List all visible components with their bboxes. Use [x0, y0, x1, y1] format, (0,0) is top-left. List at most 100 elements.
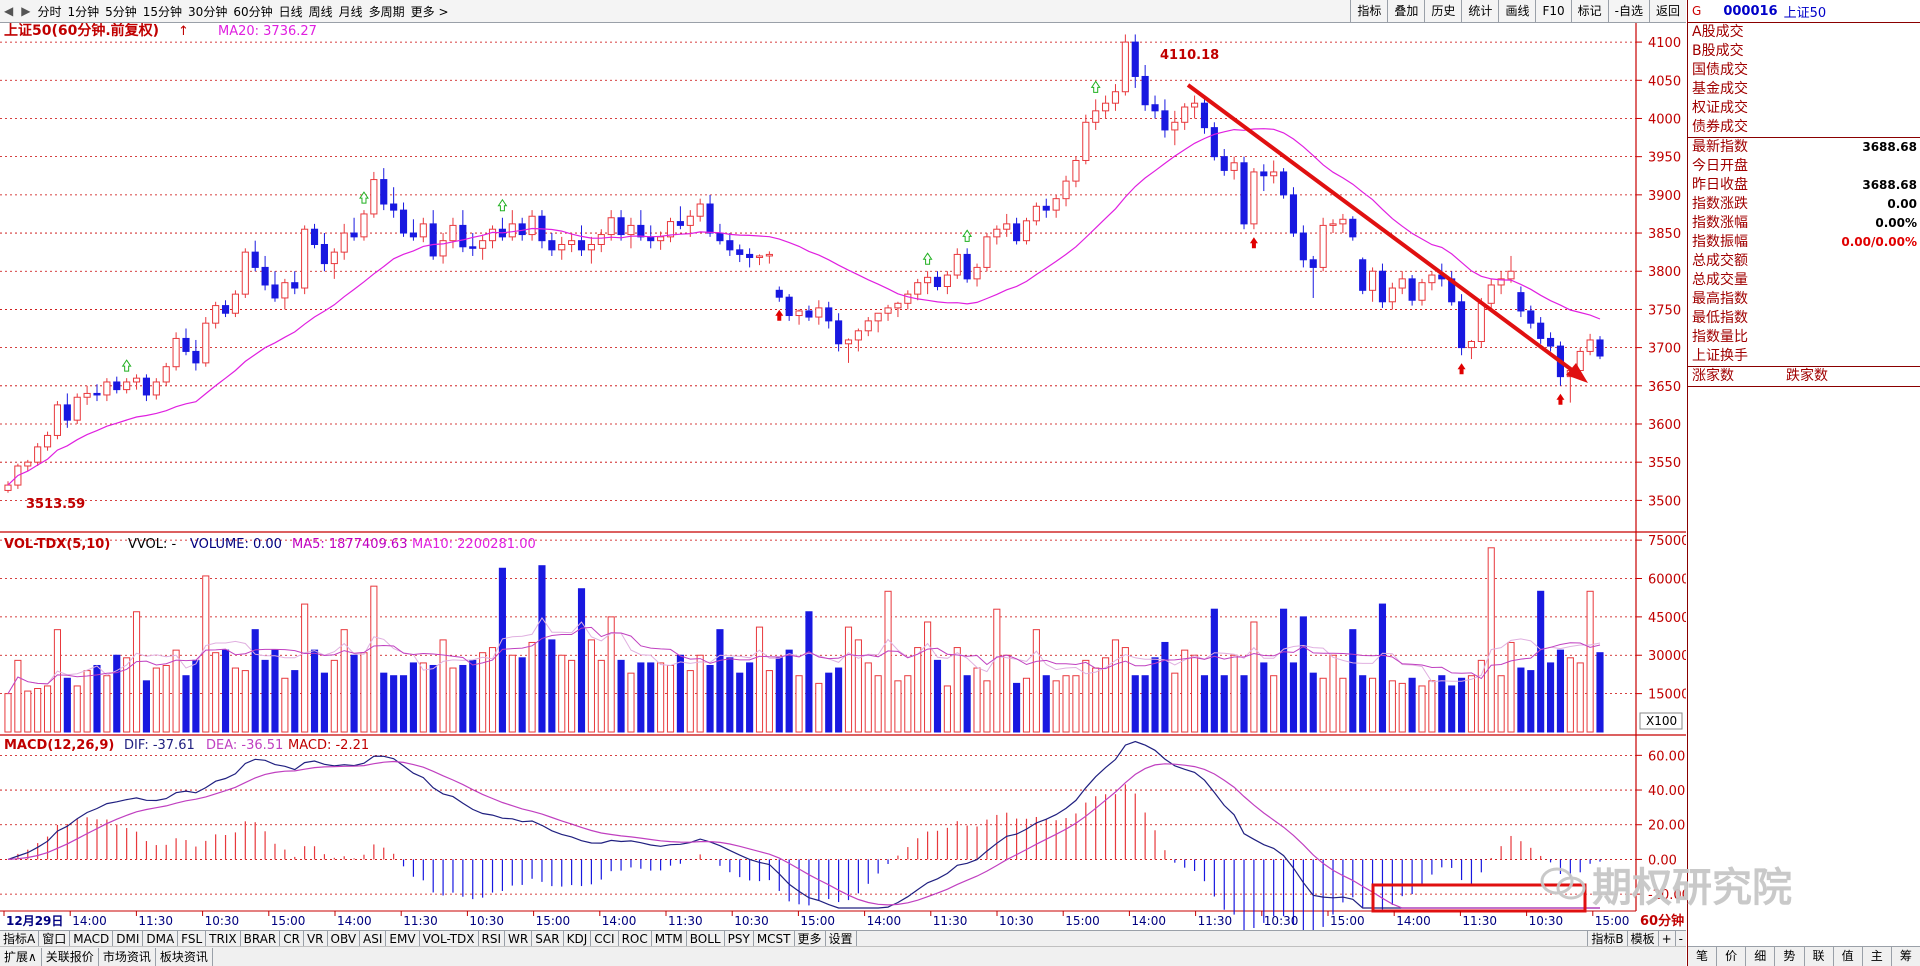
zoom-out-button[interactable]: - [1674, 931, 1686, 947]
volume-bar [706, 664, 714, 733]
panel-tab-5[interactable]: 值 [1834, 947, 1863, 966]
tab-timeframe-5[interactable]: 60分钟 [233, 4, 273, 19]
indicator-tab-3[interactable]: DMI [113, 931, 144, 947]
candle-body [657, 236, 665, 242]
panel-tab-3[interactable]: 势 [1775, 947, 1805, 966]
price-tick-label: 4000 [1648, 112, 1681, 127]
trade-type-item[interactable]: 国债成交 [1688, 61, 1920, 80]
volume-unit-box [1639, 712, 1683, 730]
tab-timeframe-9[interactable]: 多周期 [368, 4, 405, 19]
price-tick-label: 3800 [1648, 265, 1681, 280]
tool-button-8[interactable]: 返回 [1648, 0, 1686, 22]
indicator-tab-10[interactable]: OBV [328, 931, 361, 947]
indicator-tab-11[interactable]: ASI [360, 931, 387, 947]
indicator-tab-21[interactable]: BOLL [687, 931, 725, 947]
tab-timeframe-1[interactable]: 1分钟 [67, 4, 100, 19]
stat-row: 指数涨幅 0.00% [1688, 214, 1920, 233]
zoom-in-button[interactable]: + [1657, 931, 1675, 947]
stat-label: 最低指数 [1692, 310, 1748, 326]
indicator-tab-15[interactable]: WR [505, 931, 533, 947]
tab-timeframe-7[interactable]: 周线 [308, 4, 333, 19]
tool-button-0[interactable]: 指标 [1350, 0, 1387, 22]
indicator-b-button[interactable]: 指标B [1587, 931, 1626, 947]
panel-tab-4[interactable]: 联 [1805, 947, 1834, 966]
buy-signal-icon [121, 359, 132, 372]
panel-tab-1[interactable]: 价 [1717, 947, 1747, 966]
volume-bar [360, 652, 368, 733]
footer-tab-sector-news[interactable]: 板块资讯 [156, 947, 213, 966]
candle-body [182, 337, 190, 352]
trade-type-item[interactable]: 债券成交 [1688, 118, 1920, 137]
group-marker: G [1692, 4, 1702, 18]
volume-bar [399, 675, 408, 733]
candle-body [894, 302, 902, 309]
tool-button-6[interactable]: 标记 [1570, 0, 1608, 22]
indicator-tab-19[interactable]: ROC [619, 931, 652, 947]
indicator-tab-6[interactable]: TRIX [206, 931, 241, 947]
indicator-tab-12[interactable]: EMV [386, 931, 420, 947]
indicator-tab-16[interactable]: SAR [532, 931, 564, 947]
indicator-tab-2[interactable]: MACD [70, 931, 114, 947]
indicator-tab-0[interactable]: 指标A [0, 931, 40, 947]
tab-timeframe-6[interactable]: 日线 [278, 4, 303, 19]
volume-bar [1062, 675, 1070, 733]
candle-body [439, 240, 447, 257]
trade-type-label: A股成交 [1692, 24, 1744, 40]
panel-tab-0[interactable]: 笔 [1688, 947, 1718, 966]
trade-type-item[interactable]: 权证成交 [1688, 99, 1920, 118]
candle-body [1191, 102, 1199, 108]
trade-type-label: B股成交 [1692, 43, 1744, 59]
indicator-tab-20[interactable]: MTM [652, 931, 687, 947]
tab-timeframe-2[interactable]: 5分钟 [105, 4, 137, 19]
candle-body [1082, 121, 1090, 161]
kline-chart[interactable]: 上证50(60分钟.前复权) ↑ MA20: 3736.27 4110.18 3… [0, 23, 1686, 930]
indicator-tab-24[interactable]: 更多 [795, 931, 826, 947]
tab-timeframe-4[interactable]: 30分钟 [188, 4, 228, 19]
stat-row: 上证换手 [1688, 347, 1920, 366]
tool-button-3[interactable]: 统计 [1461, 0, 1498, 22]
panel-tab-2[interactable]: 细 [1746, 947, 1776, 966]
tool-button-7[interactable]: -自选 [1607, 0, 1649, 22]
candle-body [884, 307, 892, 314]
indicator-tab-7[interactable]: BRAR [241, 931, 281, 947]
tab-timeframe-0[interactable]: 分时 [37, 4, 62, 19]
time-tick-label: 10:30 [999, 914, 1034, 928]
panel-tab-7[interactable]: 筹 [1892, 947, 1920, 966]
footer-tab-market-news[interactable]: 市场资讯 [99, 947, 156, 966]
indicator-tab-13[interactable]: VOL-TDX [420, 931, 479, 947]
trade-type-list: A股成交 B股成交 国债成交 基金成交 权证成交 债券成交 [1688, 23, 1920, 138]
indicator-tab-8[interactable]: CR [280, 931, 304, 947]
tool-button-2[interactable]: 历史 [1424, 0, 1461, 22]
indicator-tab-1[interactable]: 窗口 [39, 931, 71, 947]
panel-tab-6[interactable]: 主 [1863, 947, 1892, 966]
indicator-tab-22[interactable]: PSY [725, 931, 754, 947]
trade-type-item[interactable]: 基金成交 [1688, 80, 1920, 99]
tab-timeframe-3[interactable]: 15分钟 [142, 4, 183, 19]
template-button[interactable]: 模板 [1626, 931, 1658, 947]
indicator-tab-17[interactable]: KDJ [564, 931, 592, 947]
tab-timeframe-8[interactable]: 月线 [338, 4, 363, 19]
footer-tab-related-quotes[interactable]: 关联报价 [42, 947, 99, 966]
tab-timeframe-10[interactable]: 更多 > [410, 4, 449, 19]
candle-body [835, 320, 843, 345]
indicator-tab-9[interactable]: VR [304, 931, 328, 947]
tool-button-4[interactable]: 画线 [1498, 0, 1535, 22]
volume-bar [1438, 675, 1446, 733]
volume-bar [815, 682, 823, 733]
indicator-tab-4[interactable]: DMA [143, 931, 179, 947]
indicator-tab-5[interactable]: FSL [178, 931, 207, 947]
indicator-tab-14[interactable]: RSI [479, 931, 506, 947]
tool-button-1[interactable]: 叠加 [1387, 0, 1424, 22]
indicator-tab-25[interactable]: 设置 [826, 931, 857, 947]
forward-arrow-icon[interactable]: ▶ [21, 4, 31, 18]
trade-type-item[interactable]: B股成交 [1688, 42, 1920, 61]
footer-tab-expand[interactable]: 扩展∧ [0, 947, 42, 966]
time-tick-label: 15:00 [1595, 914, 1630, 928]
tool-button-5[interactable]: F10 [1535, 0, 1570, 22]
buy-signal-icon [497, 198, 508, 212]
ma20-label: MA20: 3736.27 [218, 24, 317, 39]
indicator-tab-23[interactable]: MCST [754, 931, 795, 947]
back-arrow-icon[interactable]: ◀ [4, 4, 14, 18]
indicator-tab-18[interactable]: CCI [591, 931, 619, 947]
trade-type-item[interactable]: A股成交 [1688, 23, 1920, 42]
